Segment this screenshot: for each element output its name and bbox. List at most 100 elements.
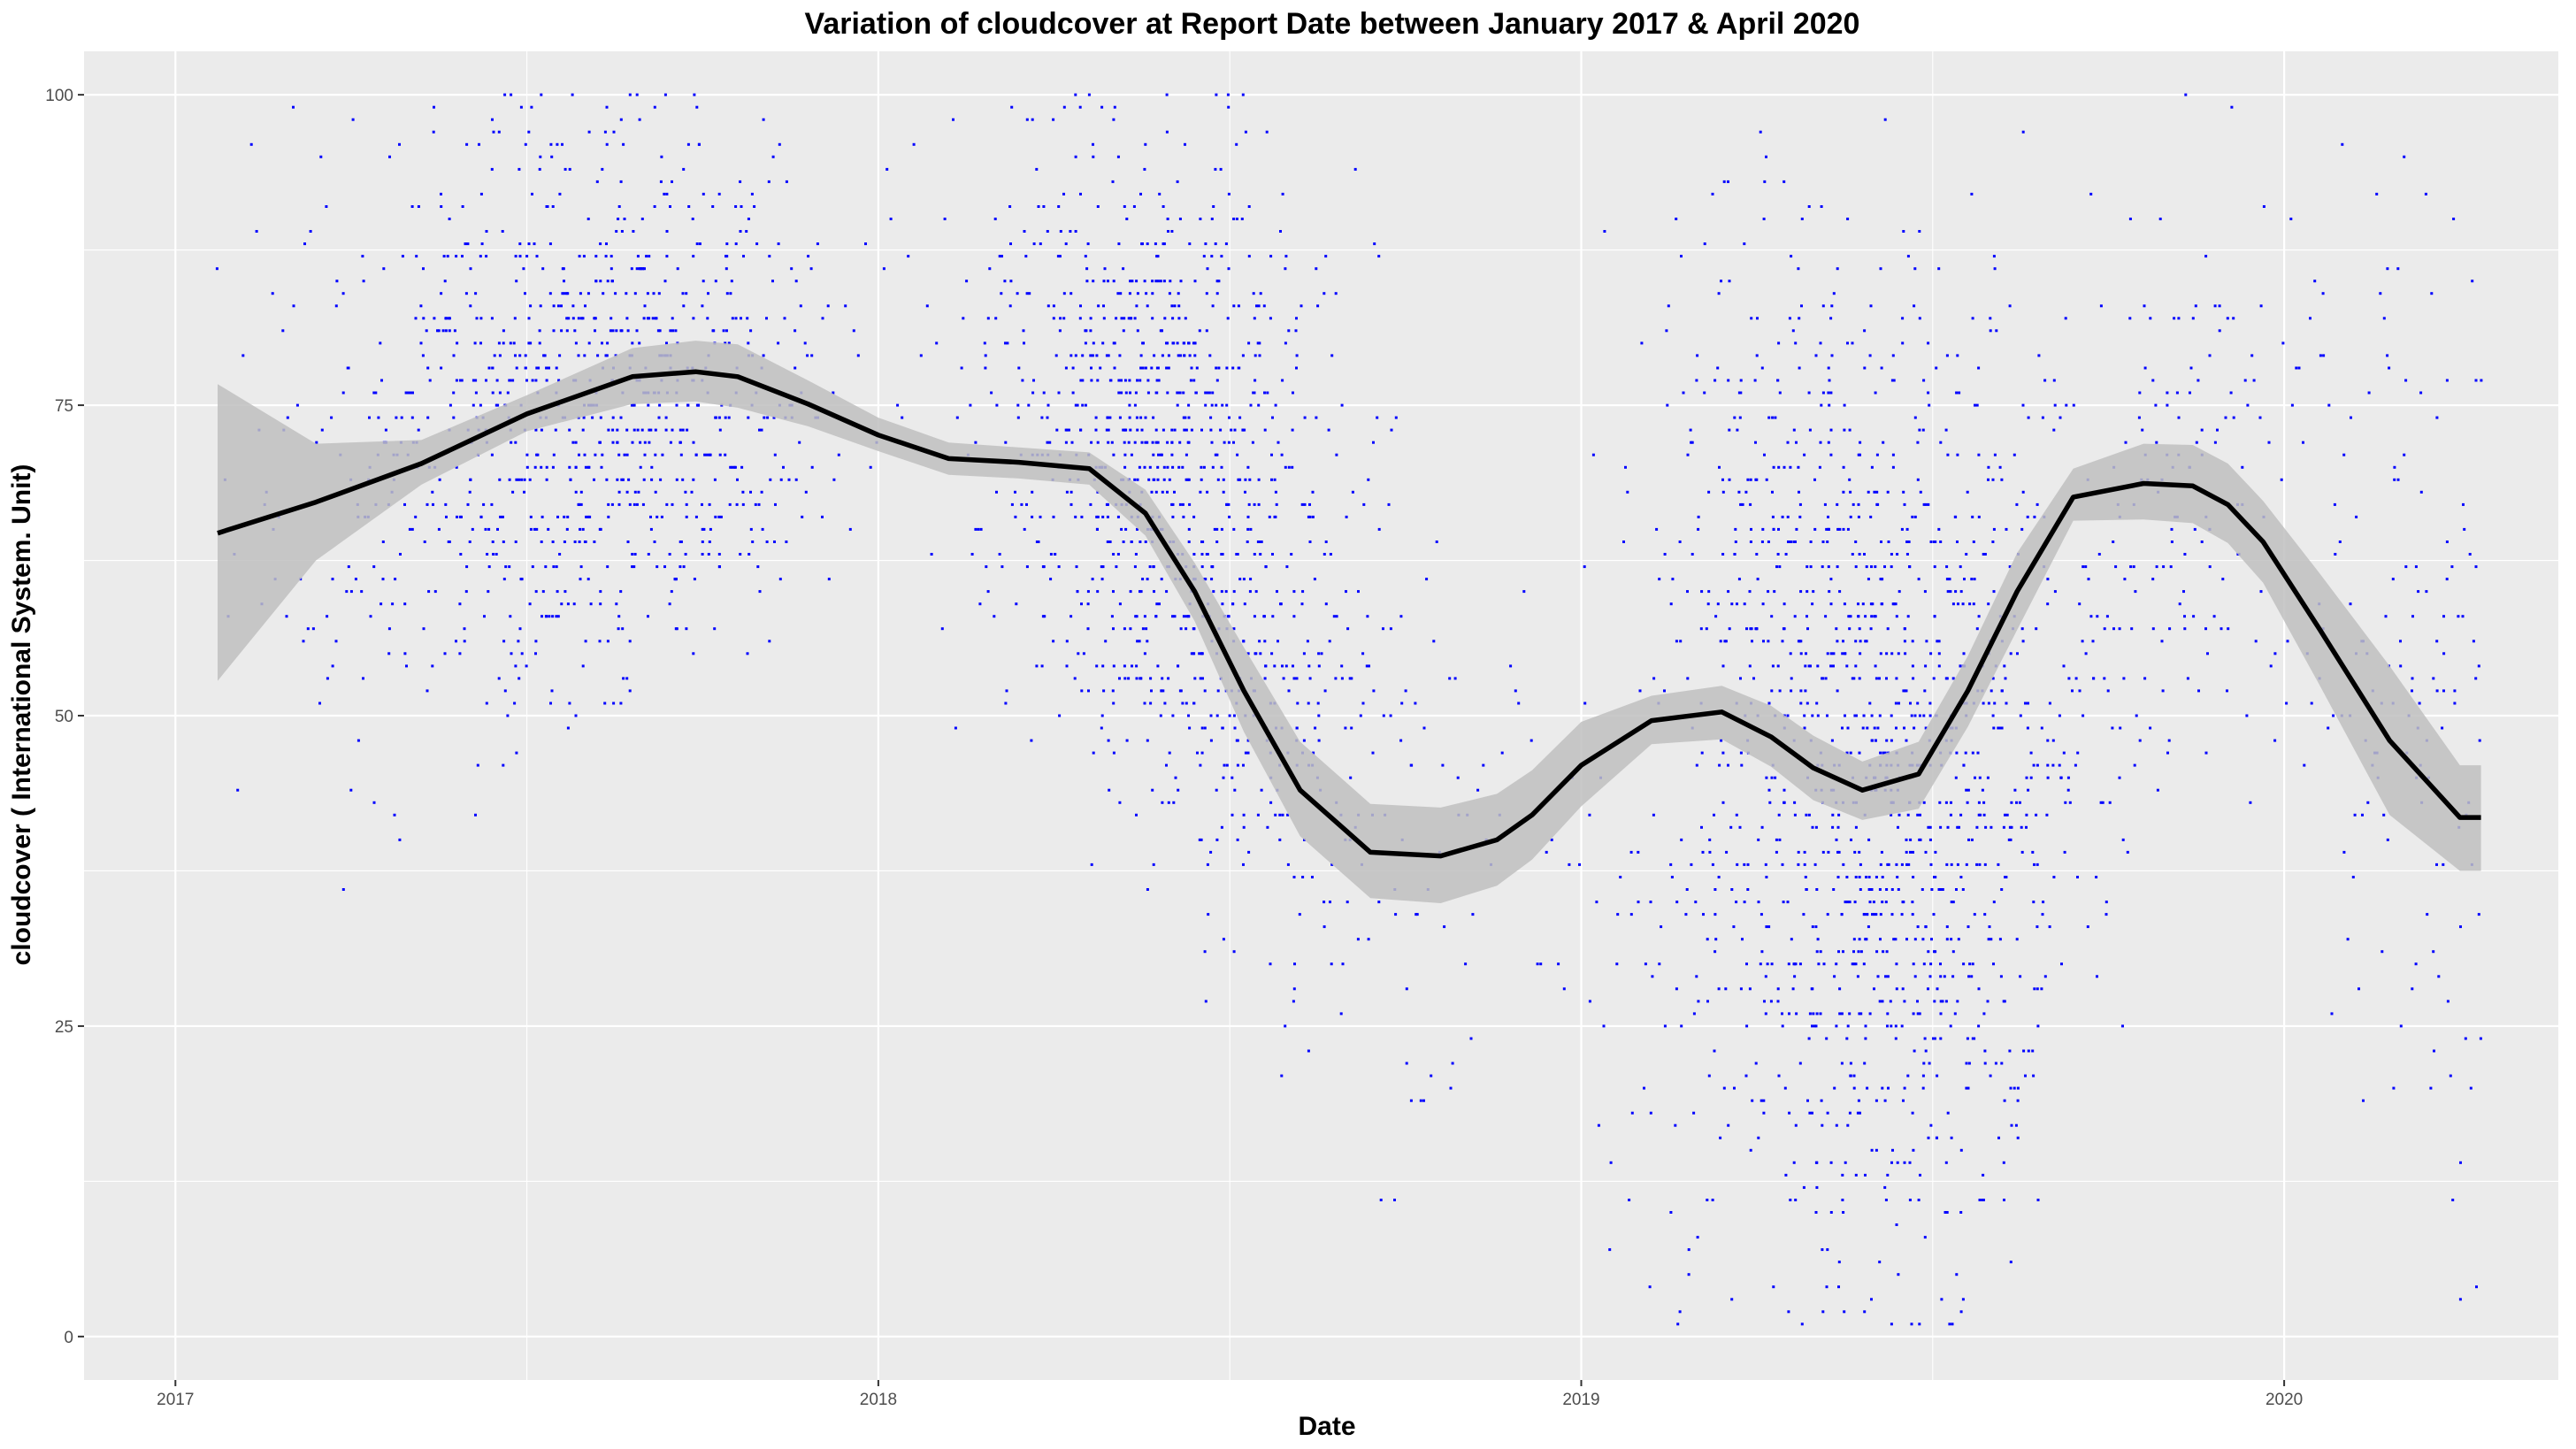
data-point — [2457, 615, 2460, 618]
data-point — [387, 627, 391, 631]
data-point — [1270, 652, 1274, 656]
data-point — [1232, 590, 1236, 594]
data-point — [494, 403, 498, 407]
data-point — [1804, 876, 1807, 878]
data-point — [1226, 93, 1230, 96]
data-point — [1133, 317, 1137, 320]
data-point — [1201, 677, 1204, 680]
data-point — [1192, 341, 1195, 345]
data-point — [1663, 553, 1667, 556]
data-point — [2396, 267, 2400, 271]
data-point — [1937, 527, 1941, 531]
data-point — [466, 242, 470, 246]
data-point — [1649, 901, 1652, 904]
data-point — [2453, 689, 2457, 693]
data-point — [1666, 403, 1669, 407]
data-point — [1739, 751, 1743, 755]
data-point — [1215, 838, 1219, 841]
data-point — [1237, 478, 1240, 481]
data-point — [2004, 813, 2006, 816]
data-point — [540, 93, 543, 96]
data-point — [2197, 689, 2200, 693]
data-point — [598, 527, 602, 531]
x-tick-label: 2018 — [860, 1391, 897, 1409]
data-point — [1192, 515, 1196, 518]
data-point — [1814, 825, 1818, 829]
data-point — [2024, 702, 2027, 705]
data-point — [1988, 925, 1991, 929]
data-point — [2249, 801, 2252, 804]
data-point — [492, 130, 495, 134]
data-point — [713, 478, 717, 481]
data-point — [1998, 726, 2002, 730]
data-point — [979, 527, 983, 531]
data-point — [1835, 962, 1838, 966]
data-point — [1241, 354, 1245, 357]
data-point — [1227, 105, 1230, 109]
data-point — [617, 490, 621, 494]
data-point — [2027, 416, 2030, 419]
data-point — [1351, 490, 1354, 494]
data-point — [1757, 838, 1760, 841]
data-point — [498, 391, 502, 395]
data-point — [1883, 1185, 1887, 1189]
data-point — [1718, 763, 1721, 767]
data-point — [1831, 825, 1835, 829]
y-tick-label: 25 — [55, 1018, 73, 1037]
data-point — [1874, 391, 1877, 395]
data-point — [1665, 329, 1668, 333]
data-point — [1744, 490, 1748, 494]
data-point — [1858, 876, 1861, 878]
data-point — [2025, 776, 2028, 779]
data-point — [2082, 714, 2085, 717]
data-point — [2388, 366, 2391, 370]
data-point — [574, 441, 578, 444]
data-point — [2449, 1074, 2452, 1077]
data-point — [1841, 1199, 1844, 1201]
data-point — [2463, 527, 2466, 531]
data-point — [1760, 540, 1764, 543]
data-point — [1886, 1173, 1890, 1177]
data-point — [1757, 1136, 1760, 1139]
data-point — [1729, 825, 1733, 829]
data-point — [1215, 540, 1219, 543]
data-point — [1820, 205, 1823, 208]
data-point — [459, 379, 463, 382]
data-point — [1232, 627, 1236, 631]
data-point — [1743, 602, 1746, 606]
data-point — [331, 664, 334, 668]
data-point — [2216, 428, 2219, 432]
data-point — [547, 366, 550, 370]
data-point — [1923, 1236, 1927, 1239]
data-point — [1209, 850, 1213, 854]
data-point — [1247, 850, 1251, 854]
data-point — [617, 453, 621, 456]
data-point — [1714, 913, 1717, 916]
data-point — [1692, 1111, 1696, 1115]
data-point — [1880, 578, 1883, 581]
data-point — [1238, 366, 1241, 370]
data-point — [1141, 242, 1144, 246]
data-point — [665, 255, 669, 258]
data-point — [600, 465, 603, 469]
data-point — [1690, 553, 1694, 556]
data-point — [2062, 664, 2066, 668]
data-point — [1070, 490, 1073, 494]
data-point — [1328, 640, 1331, 643]
data-point — [1918, 428, 1921, 432]
data-point — [2166, 391, 2169, 395]
data-point — [1803, 726, 1806, 730]
data-point — [362, 677, 364, 680]
data-point — [1745, 962, 1748, 966]
data-point — [1190, 428, 1193, 432]
data-point — [464, 292, 468, 295]
data-point — [1062, 192, 1065, 196]
data-point — [882, 267, 886, 271]
data-point — [1021, 379, 1024, 382]
data-point — [638, 341, 641, 345]
data-point — [1763, 180, 1767, 183]
data-point — [540, 465, 543, 469]
data-point — [1771, 664, 1775, 668]
data-point — [485, 255, 488, 258]
